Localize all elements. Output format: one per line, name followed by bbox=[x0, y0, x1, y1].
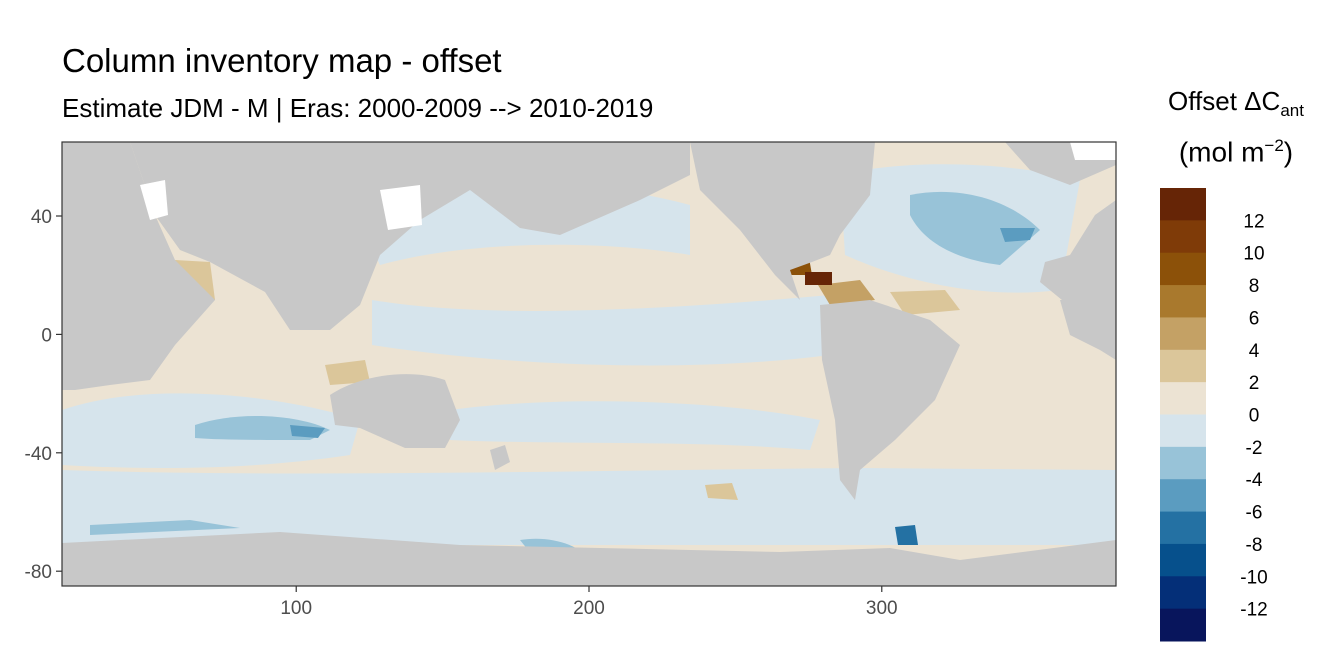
chart-title: Column inventory map - offset bbox=[62, 42, 502, 79]
missing-data-areas bbox=[140, 142, 1116, 230]
south-pacific-patch bbox=[705, 483, 738, 500]
south-pacific-band bbox=[450, 401, 820, 450]
indonesia-patch bbox=[325, 360, 370, 385]
x-tick-label: 300 bbox=[866, 598, 898, 619]
north-atlantic-mid bbox=[910, 191, 1040, 265]
antarctica-land bbox=[62, 532, 1116, 586]
legend-color-step bbox=[1160, 349, 1206, 383]
x-axis: 100 200 300 bbox=[280, 586, 898, 619]
legend-color-step bbox=[1160, 188, 1206, 221]
legend-color-step bbox=[1160, 317, 1206, 351]
missing-data-north-1 bbox=[140, 180, 168, 220]
land-masses bbox=[62, 142, 1116, 586]
legend-tick-label: 6 bbox=[1249, 308, 1260, 329]
south-indian-dark bbox=[290, 425, 325, 438]
indian-sector-patch bbox=[90, 520, 240, 535]
legend-tick-label: -10 bbox=[1240, 567, 1267, 588]
y-axis: 40 0 -40 -80 bbox=[25, 207, 62, 583]
caribbean-patch bbox=[818, 280, 875, 305]
legend-tick-label: -2 bbox=[1246, 438, 1263, 459]
x-tick-label: 100 bbox=[280, 598, 312, 619]
north-atlantic-dark bbox=[1000, 228, 1035, 242]
north-america-land bbox=[690, 142, 875, 300]
legend-tick-label: -6 bbox=[1246, 503, 1263, 524]
gulf-of-mexico-core bbox=[805, 272, 832, 285]
legend-color-step bbox=[1160, 576, 1206, 610]
tropical-atlantic-patch bbox=[890, 290, 960, 315]
legend-color-step bbox=[1160, 382, 1206, 415]
weddell-sea-patch bbox=[895, 525, 918, 545]
y-tick-label: -40 bbox=[25, 444, 52, 465]
equatorial-pacific-band bbox=[372, 295, 830, 366]
legend-color-step bbox=[1160, 511, 1206, 545]
legend-colorbar: 12 10 8 6 4 2 0 -2 -4 -6 -8 -10 -12 bbox=[1160, 188, 1268, 642]
y-tick-label: -80 bbox=[25, 562, 52, 583]
legend-color-step bbox=[1160, 252, 1206, 286]
legend-color-step bbox=[1160, 608, 1206, 642]
legend-tick-label: -8 bbox=[1246, 535, 1263, 556]
missing-data-arctic bbox=[1070, 142, 1116, 160]
new-zealand-land bbox=[490, 445, 510, 470]
australia-land bbox=[330, 374, 460, 448]
missing-data-north-2 bbox=[380, 185, 422, 230]
legend-tick-label: 4 bbox=[1249, 341, 1260, 362]
x-tick-label: 200 bbox=[573, 598, 605, 619]
legend-tick-label: -4 bbox=[1246, 470, 1263, 491]
africa-land bbox=[62, 142, 215, 390]
west-africa-land bbox=[1060, 300, 1116, 360]
legend-color-step bbox=[1160, 220, 1206, 254]
y-tick-label: 40 bbox=[31, 207, 52, 228]
legend-color-step bbox=[1160, 285, 1206, 318]
y-tick-label: 0 bbox=[41, 325, 52, 346]
legend-tick-label: -12 bbox=[1240, 600, 1267, 621]
south-america-land bbox=[820, 300, 960, 500]
legend-tick-label: 8 bbox=[1249, 276, 1260, 297]
legend-title: Offset ΔCant bbox=[1168, 86, 1304, 121]
legend-tick-label: 10 bbox=[1243, 244, 1264, 265]
legend-tick-label: 0 bbox=[1249, 406, 1260, 427]
europe-land bbox=[1040, 200, 1116, 300]
eurasia-land bbox=[130, 142, 690, 330]
chart-subtitle: Estimate JDM - M | Eras: 2000-2009 --> 2… bbox=[62, 93, 654, 123]
southern-ocean-band bbox=[62, 468, 1116, 545]
legend-tick-label: 2 bbox=[1249, 373, 1260, 394]
legend-color-step bbox=[1160, 479, 1206, 513]
legend-color-step bbox=[1160, 543, 1206, 577]
legend-unit: (mol m−2) bbox=[1178, 136, 1294, 168]
legend-color-step bbox=[1160, 414, 1206, 448]
map-panel bbox=[62, 142, 1116, 586]
legend-color-step bbox=[1160, 446, 1206, 480]
legend-tick-label: 12 bbox=[1243, 211, 1264, 232]
